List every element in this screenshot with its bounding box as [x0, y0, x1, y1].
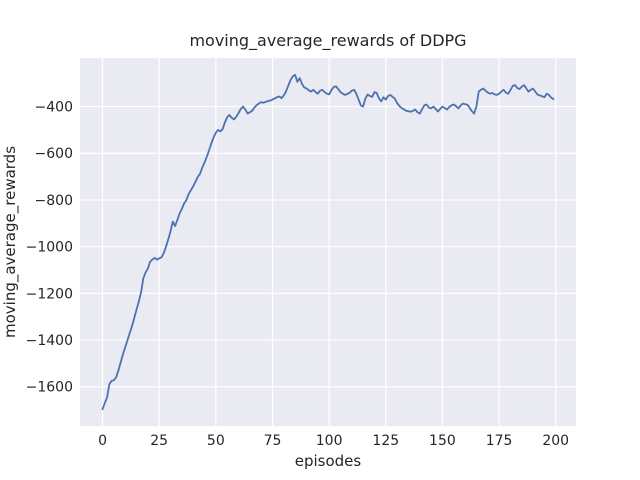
series-line-moving_average_rewards: [101, 73, 555, 411]
x-axis-label: episodes: [295, 452, 362, 470]
x-tick-labels: 0 25 50 75 100 125 150 175 200: [98, 433, 569, 449]
gridlines: [80, 58, 576, 426]
y-tick-label: −1000: [26, 240, 73, 256]
data-series: [101, 73, 555, 411]
y-tick-label: −400: [35, 99, 73, 115]
x-tick-label: 75: [264, 433, 282, 449]
x-tick-label: 0: [98, 433, 107, 449]
y-tick-label: −600: [35, 146, 73, 162]
x-tick-label: 175: [486, 433, 513, 449]
y-tick-labels: −400 −600 −800 −1000 −1200 −1400 −1600: [26, 99, 73, 395]
x-tick-label: 100: [316, 433, 343, 449]
plot-area: [80, 58, 576, 426]
x-tick-label: 150: [429, 433, 456, 449]
x-tick-label: 200: [542, 433, 569, 449]
y-tick-label: −1200: [26, 286, 73, 302]
y-tick-label: −1400: [26, 333, 73, 349]
y-tick-label: −1600: [26, 380, 73, 396]
x-tick-label: 125: [372, 433, 399, 449]
y-tick-label: −800: [35, 193, 73, 209]
y-axis-label: moving_average_rewards: [1, 146, 20, 338]
x-tick-label: 25: [150, 433, 168, 449]
chart-title: moving_average_rewards of DDPG: [189, 31, 466, 51]
x-tick-label: 50: [207, 433, 225, 449]
